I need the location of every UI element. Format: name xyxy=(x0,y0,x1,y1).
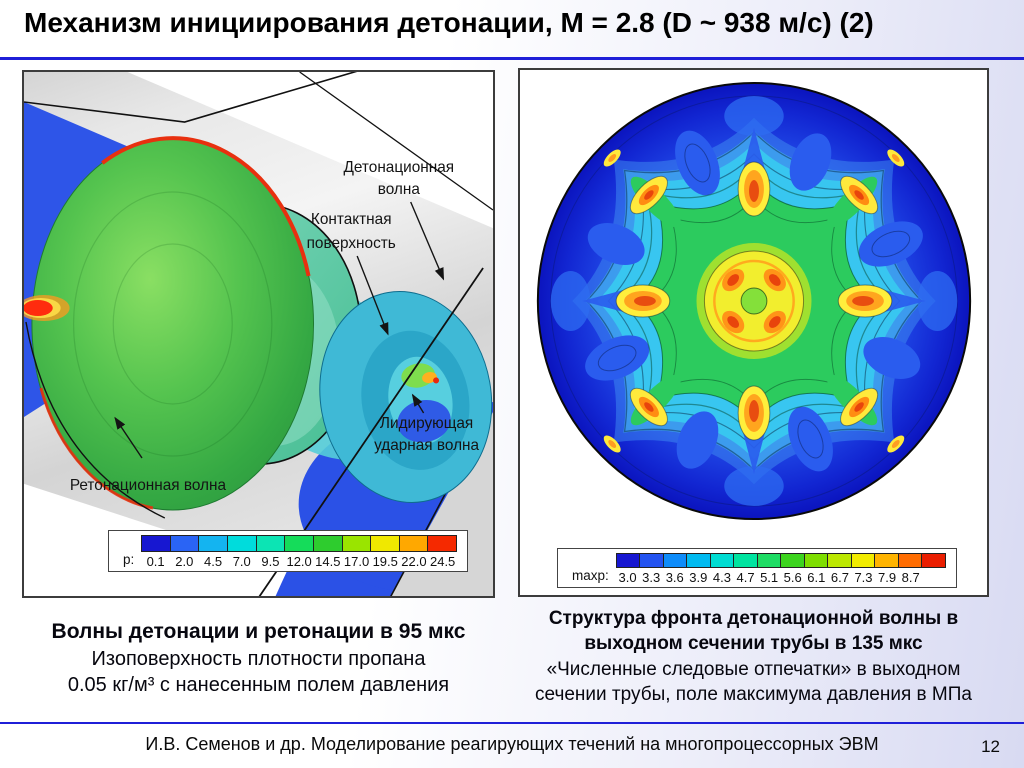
right-figure-panel: maxp: 3.0 3.3 3.6 3.9 4.3 4.7 5.1 5.6 6.1 6.7 7.3 7… xyxy=(518,68,989,597)
left-caption: Волны детонации и ретонации в 95 мкс Изо… xyxy=(22,618,495,699)
retonation-dome xyxy=(24,136,315,511)
maxp-colorbar-strip xyxy=(615,553,946,568)
figure-annotations: Детонационная волна Контактная поверхнос… xyxy=(70,159,480,494)
right-caption: Структура фронта детонационной волны в в… xyxy=(514,606,993,707)
leading-shock-label2: ударная волна xyxy=(374,437,479,454)
right-caption-line4: сечении трубы, поле максимума давления в… xyxy=(535,683,972,705)
retonation-wave-label: Ретонационная волна xyxy=(70,477,227,494)
detonation-3d-figure: Детонационная волна Контактная поверхнос… xyxy=(24,72,493,596)
title-divider-line xyxy=(0,57,1024,60)
retonation-arrow xyxy=(114,416,143,459)
left-figure-panel: Детонационная волна Контактная поверхнос… xyxy=(22,70,495,598)
leading-arrow xyxy=(411,393,425,414)
tube-top-edge xyxy=(24,72,358,123)
left-caption-line3: 0.05 кг/м³ с нанесенным полем давления xyxy=(67,674,450,697)
contact-surface-label2: поверхность xyxy=(307,235,396,252)
pressure-colorbar-strip xyxy=(141,535,457,552)
maxp-colorbar-ticks: 3.0 3.3 3.6 3.9 4.3 4.7 5.1 5.6 6.1 6.7 7.3 7.9 8.7 xyxy=(618,570,920,585)
contact-surface-label: Контактная xyxy=(311,211,392,228)
maxp-colorbar: maxp: 3.0 3.3 3.6 3.9 4.3 4.7 5.1 5.6 6.1 6.7 7.3 7… xyxy=(557,548,957,588)
tube-lower-edge xyxy=(25,321,166,519)
leading-shock-label: Лидирующая xyxy=(380,415,473,432)
center-core xyxy=(696,243,812,359)
pressure-colorbar-ticks: 0.1 2.0 4.5 7.0 9.5 12.0 14.5 17.0 19.5 22.0 24.5 xyxy=(146,554,456,569)
detonation-wave-label2: волна xyxy=(378,181,421,198)
detonation-arrow xyxy=(410,201,445,281)
footer-credit: И.В. Семенов и др. Моделирование реагиру… xyxy=(145,734,879,754)
footer-divider-line xyxy=(0,722,1024,724)
left-caption-title: Волны детонации и ретонации в 95 мкс xyxy=(51,620,466,643)
tube-outer-edge xyxy=(299,72,493,211)
right-caption-line3: «Численные следовые отпечатки» в выходно… xyxy=(546,658,961,680)
right-caption-title2: выходном сечении трубы в 135 мкс xyxy=(584,633,923,655)
right-caption-title1: Структура фронта детонационной волны в xyxy=(548,608,959,629)
maxp-colorbar-label: maxp: xyxy=(572,568,609,583)
left-caption-line2: Изоповерхность плотности пропана xyxy=(91,647,426,670)
slide-title: Механизм инициирования детонации, М = 2.… xyxy=(24,7,874,38)
contact-arrow xyxy=(356,255,389,336)
pressure-colorbar: p: 0.1 2.0 4.5 7.0 9.5 12.0 14.5 17.0 19.5 22.0 24… xyxy=(108,530,468,572)
pressure-colorbar-label: p: xyxy=(123,552,135,567)
page-number: 12 xyxy=(981,737,1000,756)
detonation-wave-label: Детонационная xyxy=(344,159,455,176)
detonation-front-contour xyxy=(520,70,987,595)
